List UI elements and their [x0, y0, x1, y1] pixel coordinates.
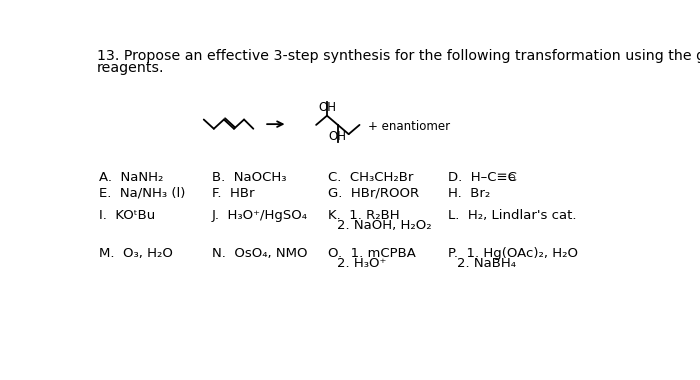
- Text: 13. Propose an effective 3-step synthesis for the following transformation using: 13. Propose an effective 3-step synthesi…: [97, 49, 700, 63]
- Text: 2. NaBH₄: 2. NaBH₄: [457, 257, 516, 270]
- Text: J.  H₃O⁺/HgSO₄: J. H₃O⁺/HgSO₄: [211, 209, 307, 222]
- Text: E.  Na/NH₃ (l): E. Na/NH₃ (l): [99, 187, 186, 200]
- Text: I.  KOᵗBu: I. KOᵗBu: [99, 209, 155, 222]
- Text: B.  NaOCH₃: B. NaOCH₃: [211, 171, 286, 184]
- Text: L.  H₂, Lindlar's cat.: L. H₂, Lindlar's cat.: [448, 209, 576, 222]
- Text: D.  H–C≡C: D. H–C≡C: [448, 171, 517, 184]
- Text: ⊖: ⊖: [507, 173, 515, 184]
- Text: C.  CH₃CH₂Br: C. CH₃CH₂Br: [328, 171, 413, 184]
- Text: A.  NaNH₂: A. NaNH₂: [99, 171, 164, 184]
- Text: F.  HBr: F. HBr: [211, 187, 254, 200]
- Text: 2. NaOH, H₂O₂: 2. NaOH, H₂O₂: [337, 219, 432, 232]
- Text: OH: OH: [329, 130, 346, 142]
- Text: H.  Br₂: H. Br₂: [448, 187, 490, 200]
- Text: + enantiomer: + enantiomer: [368, 120, 450, 133]
- Text: reagents.: reagents.: [97, 61, 164, 75]
- Text: P.  1. Hg(OAc)₂, H₂O: P. 1. Hg(OAc)₂, H₂O: [448, 247, 578, 260]
- Text: OH: OH: [318, 101, 336, 114]
- Text: O.  1. mCPBA: O. 1. mCPBA: [328, 247, 416, 260]
- Text: G.  HBr/ROOR: G. HBr/ROOR: [328, 187, 419, 200]
- Text: K.  1. R₂BH: K. 1. R₂BH: [328, 209, 400, 222]
- Text: 2. H₃O⁺: 2. H₃O⁺: [337, 257, 386, 270]
- Text: N.  OsO₄, NMO: N. OsO₄, NMO: [211, 247, 307, 260]
- Text: M.  O₃, H₂O: M. O₃, H₂O: [99, 247, 173, 260]
